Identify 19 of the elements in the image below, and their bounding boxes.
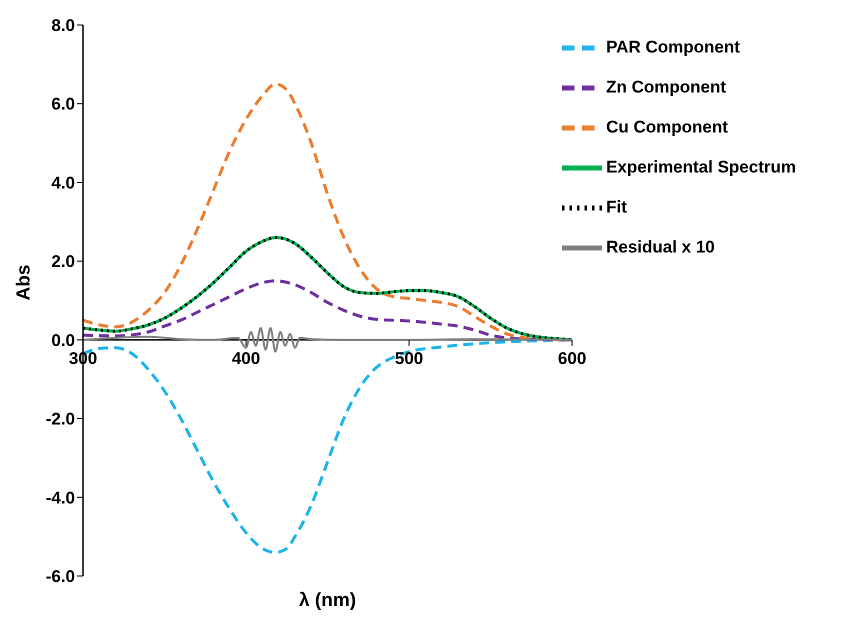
y-tick-label: 6.0 — [51, 94, 75, 114]
x-tick-label: 500 — [394, 348, 424, 368]
legend-label: Residual x 10 — [606, 237, 715, 256]
legend-label: Cu Component — [606, 117, 728, 136]
legend-label: PAR Component — [606, 37, 740, 56]
legend-label: Experimental Spectrum — [606, 157, 796, 176]
x-tick-label: 600 — [558, 348, 586, 368]
y-tick-label: -2.0 — [46, 410, 75, 429]
y-axis-title: Abs — [14, 264, 35, 300]
y-tick-label: 2.0 — [51, 252, 75, 272]
legend-label: Fit — [606, 197, 627, 216]
x-tick-label: 400 — [232, 348, 260, 368]
legend-label: Zn Component — [606, 77, 726, 96]
y-tick-label: 0.0 — [51, 330, 75, 350]
y-tick-label: 8.0 — [51, 16, 75, 36]
y-tick-label: -4.0 — [46, 488, 75, 508]
x-axis-title: λ (nm) — [299, 590, 356, 611]
y-tick-label: -6.0 — [46, 567, 75, 586]
y-tick-label: 4.0 — [51, 173, 75, 192]
